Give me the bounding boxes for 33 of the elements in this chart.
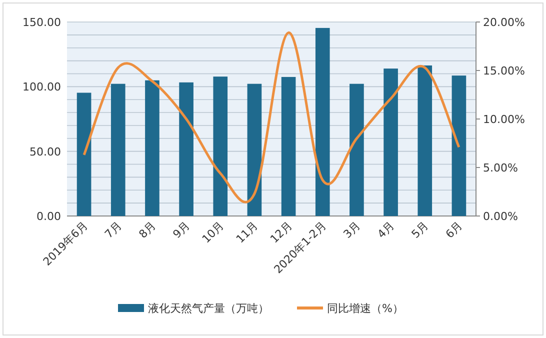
x-tick-label: 4月: [374, 218, 397, 241]
y2-tick-label: 10.00%: [483, 113, 525, 126]
bar: [452, 76, 466, 216]
y-tick-label: 100.00: [22, 80, 61, 94]
bar: [145, 80, 160, 216]
y2-tick-label: 0.00%: [483, 210, 518, 223]
bar: [110, 84, 126, 216]
bar: [315, 28, 330, 216]
legend-label: 同比增速（%）: [327, 302, 404, 315]
x-tick-label: 3月: [340, 218, 363, 241]
y2-tick-label: 20.00%: [483, 16, 525, 29]
bar: [281, 76, 296, 216]
x-tick-label: 10月: [200, 218, 226, 246]
x-tick-label: 6月: [443, 218, 466, 241]
bar: [384, 68, 398, 216]
bar: [179, 82, 194, 216]
y2-tick-label: 15.00%: [483, 64, 525, 78]
x-tick-label: 11月: [234, 218, 261, 246]
bar: [418, 65, 432, 216]
bar: [213, 76, 228, 216]
bar: [350, 84, 364, 216]
x-tick-label: 9月: [170, 218, 192, 241]
bar: [247, 84, 262, 216]
legend-label: 液化天然气产量（万吨）: [148, 302, 269, 315]
y2-tick-label: 5.00%: [483, 162, 518, 174]
x-tick-label: 5月: [409, 218, 431, 241]
y-tick-label: 0.00: [36, 210, 61, 223]
x-tick-label: 7月: [102, 218, 124, 241]
y-tick-label: 50.00: [30, 145, 61, 158]
x-tick-label: 8月: [136, 218, 158, 241]
bar: [76, 92, 92, 216]
y-tick-label: 150.00: [22, 16, 61, 29]
x-tick-label: 12月: [268, 218, 295, 246]
